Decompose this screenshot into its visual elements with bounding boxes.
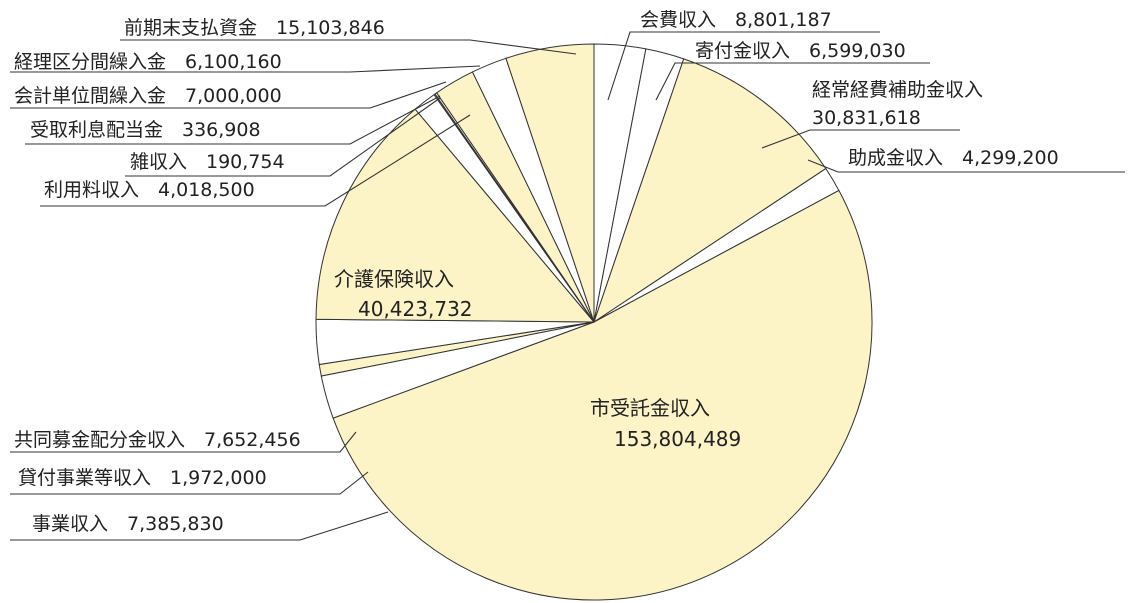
leader-line-riyoryo: [40, 114, 471, 207]
leader-line-keiri-kurire: [10, 65, 481, 73]
leader-line-kaikei-kurire: [10, 81, 447, 109]
leader-line-kashitsuke: [10, 471, 369, 495]
slice-label-kaikei-kurire: 会計単位間繰入金 7,000,000: [14, 85, 282, 107]
slice-label-shi-jutaku: 市受託金収入: [590, 396, 710, 420]
pie-slice-shi-jutaku: [332, 189, 873, 601]
slice-label-keiri-kurire: 経理区分間繰入金 6,100,160: [14, 51, 282, 73]
slice-value-kaigo: 40,423,732: [358, 297, 473, 321]
slice-label-josei: 助成金収入 4,299,200: [848, 147, 1059, 169]
slice-label-kyodo-bokin: 共同募金配分金収入 7,652,456: [14, 429, 301, 451]
leader-line-kaihi: [607, 31, 880, 101]
slice-label-kaihi: 会費収入 8,801,187: [640, 9, 832, 31]
pie-slice-zenki-shiharai: [505, 43, 595, 323]
slice-label-kaigo: 介護保険収入: [334, 267, 454, 291]
slice-label-jigyo: 事業収入 7,385,830: [32, 513, 224, 535]
slice-label-zatsu: 雑収入 190,754: [130, 151, 285, 173]
slice-label-uketori-risoku: 受取利息配当金 336,908: [30, 119, 261, 141]
slice-label-kifukin: 寄付金収入 6,599,030: [695, 40, 906, 62]
leader-line-uketori-risoku: [25, 95, 441, 145]
pie-slice-kaigo: [315, 108, 596, 323]
slice-label-zenki-shiharai: 前期末支払資金 15,103,846: [124, 17, 385, 39]
leader-line-kyodo-bokin: [10, 431, 357, 453]
leader-line-zatsu: [125, 97, 441, 177]
leader-line-keijo-hojo: [761, 129, 960, 149]
slice-label-keijo-hojo: 経常経費補助金収入: [812, 79, 983, 101]
slice-value-shi-jutaku: 153,804,489: [614, 427, 741, 451]
slice-value-keijo-hojo: 30,831,618: [812, 107, 921, 129]
leader-line-jigyo: [10, 511, 389, 541]
slice-label-kashitsuke: 貸付事業等収入 1,972,000: [18, 467, 267, 489]
leader-line-josei: [807, 159, 1125, 173]
leader-line-kifukin: [655, 62, 930, 101]
slice-label-riyoryo: 利用料収入 4,018,500: [44, 179, 255, 201]
leader-line-zenki-shiharai: [120, 39, 577, 55]
